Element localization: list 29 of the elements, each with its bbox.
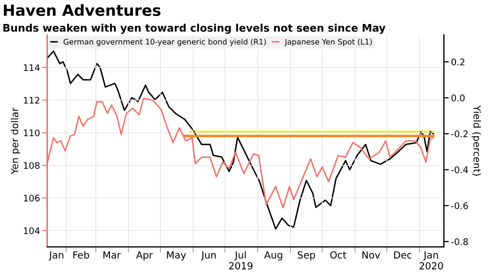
x-tick-label: Aug xyxy=(264,251,282,260)
y-tick-label: 114 xyxy=(24,64,40,71)
chart-subtitle: Bunds weaken with yen toward closing levels not seen since May xyxy=(3,24,386,34)
y-tick-label: 110 xyxy=(24,129,40,136)
x-tick-label: Jun xyxy=(200,251,216,260)
chart-title: Haven Adventures xyxy=(4,4,160,16)
x-tick-label: Oct xyxy=(330,251,346,259)
x-tick-label: Mar xyxy=(103,251,121,259)
x-tick-label: Jan xyxy=(48,251,64,260)
y2-tick-label: 0.2 xyxy=(451,58,464,66)
x-tick-label: Apr xyxy=(136,251,153,260)
y-axis-title: Yen per dollar xyxy=(10,108,20,174)
y2-axis-title: Yield (percent) xyxy=(472,105,481,176)
y2-tick-label: -0.8 xyxy=(451,238,468,246)
y2-tick-label: -0.2 xyxy=(451,130,468,138)
y-tick-label: 106 xyxy=(24,194,40,202)
x-tick-label: Sep xyxy=(298,251,315,260)
y-tick-label: 108 xyxy=(24,162,40,169)
y-tick-label: 112 xyxy=(24,96,40,104)
x-tick-label: May xyxy=(167,251,186,260)
y-tick-label: 104 xyxy=(24,227,40,234)
x-tick-label: Dec xyxy=(394,251,412,259)
x-tick-label: Jan 2020 xyxy=(420,251,443,270)
y2-tick-label: -0.4 xyxy=(451,166,468,174)
y2-tick-label: 0.0 xyxy=(451,94,465,102)
y2-tick-label: -0.6 xyxy=(451,202,468,210)
x-tick-label: Nov xyxy=(362,251,380,259)
x-tick-label: Feb xyxy=(73,251,90,259)
x-tick-label: Jul 2019 xyxy=(229,251,252,270)
